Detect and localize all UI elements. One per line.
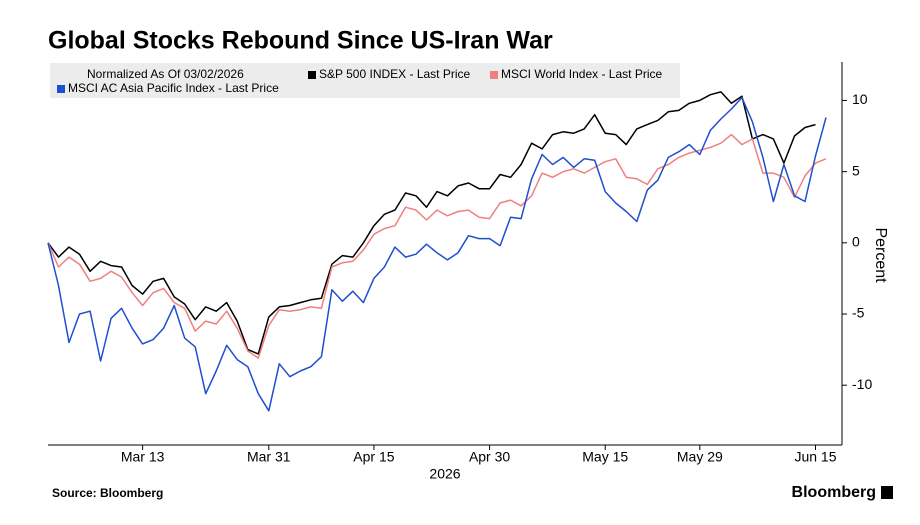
brand-icon — [881, 486, 893, 499]
x-tick-label: Apr 15 — [353, 449, 394, 465]
legend-swatch — [308, 71, 316, 79]
y-axis-label: Percent — [872, 227, 889, 283]
y-tick-label: 0 — [852, 234, 860, 250]
x-tick-label: Mar 31 — [247, 449, 291, 465]
y-tick-label: -10 — [852, 376, 872, 392]
legend-swatch — [57, 85, 65, 93]
legend-label: MSCI AC Asia Pacific Index - Last Price — [68, 81, 279, 95]
legend-box — [50, 63, 680, 98]
legend-swatch — [490, 71, 498, 79]
x-tick-label: Jun 15 — [794, 449, 836, 465]
x-tick-label: Mar 13 — [121, 449, 165, 465]
series-line — [47, 96, 827, 412]
series-line — [47, 91, 816, 355]
chart-title: Global Stocks Rebound Since US-Iran War — [48, 27, 553, 55]
x-axis-label: 2026 — [429, 466, 460, 482]
y-tick-label: -5 — [852, 305, 865, 321]
brand: Bloomberg — [792, 484, 876, 501]
x-tick-label: May 15 — [582, 449, 628, 465]
y-tick-label: 5 — [852, 162, 860, 178]
y-tick-label: 10 — [852, 91, 868, 107]
source: Source: Bloomberg — [52, 486, 163, 500]
legend-title: Normalized As Of 03/02/2026 — [87, 67, 244, 81]
x-tick-label: May 29 — [677, 449, 723, 465]
x-tick-label: Apr 30 — [469, 449, 510, 465]
legend-label: S&P 500 INDEX - Last Price — [319, 67, 471, 81]
legend-label: MSCI World Index - Last Price — [501, 67, 662, 81]
